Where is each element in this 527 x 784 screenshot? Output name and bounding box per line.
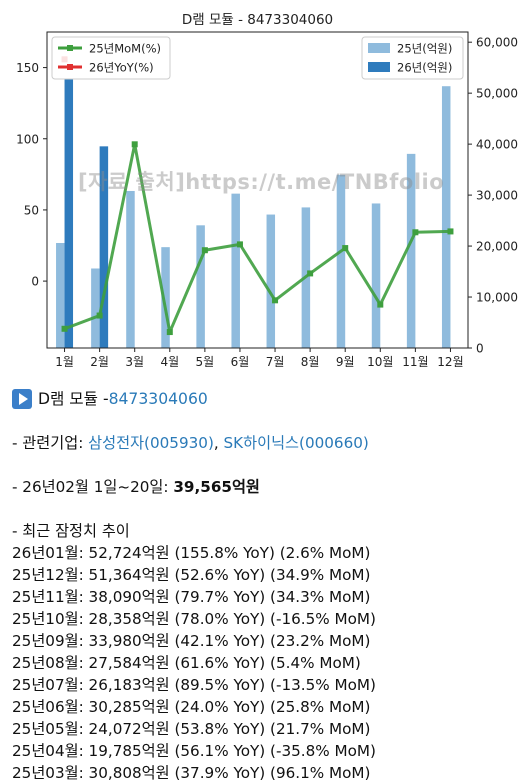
bar [196, 225, 205, 348]
point [342, 245, 349, 252]
point [236, 241, 243, 248]
trend-row: 26년01월: 52,724억원 (155.8% YoY) (2.6% MoM) [12, 544, 371, 562]
bar [64, 79, 74, 348]
bar [336, 174, 346, 348]
watermark: [자료 출처]https://t.me/TNBfolio [78, 170, 445, 194]
right-tick-label: 30,000 [476, 189, 518, 203]
bar [406, 153, 416, 348]
bar [56, 243, 65, 348]
bar [126, 190, 135, 348]
x-tick-label: 1월 [55, 355, 74, 369]
legend-point-swatch [67, 45, 73, 51]
bar [91, 268, 100, 348]
trend-label: - 최근 잠정치 추이 [12, 522, 130, 540]
point [166, 329, 173, 336]
plot-frame [46, 31, 469, 349]
right-tick-label: 50,000 [476, 87, 518, 101]
point [96, 312, 103, 319]
x-tick-label: 10월 [367, 355, 393, 369]
post-text: D램 모듈 - 8473304060 - 관련기업: 삼성전자(005930),… [12, 388, 522, 784]
right-tick-label: 60,000 [476, 36, 518, 50]
period-summary: - 26년02월 1일~20일: 39,565억원 [12, 476, 522, 498]
legend-label: 25년(억원) [397, 42, 452, 56]
trend-row: 25년12월: 51,364억원 (52.6% YoY) (34.9% MoM) [12, 566, 371, 584]
x-tick-label: 11월 [402, 355, 428, 369]
legend-label: 26년(억원) [397, 61, 452, 75]
dram-module-chart: D램 모듈 - 8473304060 0 50 100 150 0 10,000 20,000… [16, 12, 518, 369]
x-tick-label: 7월 [266, 355, 285, 369]
company-samsung-link[interactable]: 삼성전자(005930) [88, 434, 214, 452]
point [377, 301, 384, 308]
legend-label: 25년MoM(%) [89, 42, 161, 56]
point [131, 141, 138, 148]
trend-row: 25년11월: 38,090억원 (79.7% YoY) (34.3% MoM) [12, 588, 371, 606]
x-tick-label: 12월 [437, 355, 463, 369]
bar [99, 146, 109, 348]
point [447, 228, 454, 235]
legend-bar-swatch [368, 62, 390, 72]
left-tick-label: 0 [31, 275, 39, 289]
trend-row: 25년06월: 30,285억원 (24.0% YoY) (25.8% MoM) [12, 698, 371, 716]
bar [266, 214, 276, 348]
left-tick-label: 50 [24, 203, 39, 217]
period-value: 39,565억원 [173, 478, 260, 496]
trend-row: 25년09월: 33,980억원 (42.1% YoY) (23.2% MoM) [12, 632, 371, 650]
point [201, 247, 208, 254]
company-skhynix-link[interactable]: SK하이닉스(000660) [223, 434, 369, 452]
chart-title: D램 모듈 - 8473304060 [182, 12, 333, 28]
point [61, 325, 68, 332]
trend-row: 25년05월: 24,072억원 (53.8% YoY) (21.7% MoM) [12, 720, 371, 738]
period-label: - 26년02월 1일~20일: [12, 478, 174, 496]
bar [371, 203, 381, 348]
play-icon [12, 389, 32, 409]
post-title: D램 모듈 - 8473304060 [12, 388, 522, 410]
trend-row: 25년03월: 30,808억원 (37.9% YoY) (96.1% MoM) [12, 764, 371, 782]
legend-bar-swatch [368, 43, 390, 53]
right-tick-label: 40,000 [476, 138, 518, 152]
x-tick-label: 5월 [196, 355, 215, 369]
x-tick-label: 9월 [336, 355, 355, 369]
bar [441, 86, 451, 348]
title-code-link[interactable]: 8473304060 [108, 390, 208, 408]
x-tick-label: 2월 [90, 355, 109, 369]
right-tick-label: 10,000 [476, 291, 518, 305]
bar [231, 193, 240, 348]
point [412, 229, 419, 236]
company-separator: , [213, 434, 224, 452]
bar [161, 247, 170, 348]
x-tick-label: 4월 [160, 355, 179, 369]
related-companies: - 관련기업: 삼성전자(005930), SK하이닉스(000660) [12, 432, 522, 454]
x-tick-label: 8월 [301, 355, 320, 369]
trend-row: 25년07월: 26,183억원 (89.5% YoY) (-13.5% MoM… [12, 676, 376, 694]
series-line [64, 142, 451, 334]
trend-list: 26년01월: 52,724억원 (155.8% YoY) (2.6% MoM)… [12, 542, 522, 784]
trend-row: 25년10월: 28,358억원 (78.0% YoY) (-16.5% MoM… [12, 610, 376, 628]
related-label: - 관련기업: [12, 434, 89, 452]
legend-point-swatch [67, 64, 73, 70]
left-tick-label: 100 [16, 132, 39, 146]
x-tick-label: 6월 [231, 355, 250, 369]
point [307, 270, 314, 277]
x-tick-label: 3월 [125, 355, 144, 369]
right-tick-label: 20,000 [476, 240, 518, 254]
left-tick-label: 150 [16, 61, 39, 75]
title-prefix: D램 모듈 - [38, 390, 109, 408]
right-tick-label: 0 [476, 342, 484, 356]
legend-label: 26년YoY(%) [89, 61, 154, 75]
trend-row: 25년08월: 27,584억원 (61.6% YoY) (5.4% MoM) [12, 654, 361, 672]
point [272, 297, 279, 304]
trend-row: 25년04월: 19,785억원 (56.1% YoY) (-35.8% MoM… [12, 742, 376, 760]
